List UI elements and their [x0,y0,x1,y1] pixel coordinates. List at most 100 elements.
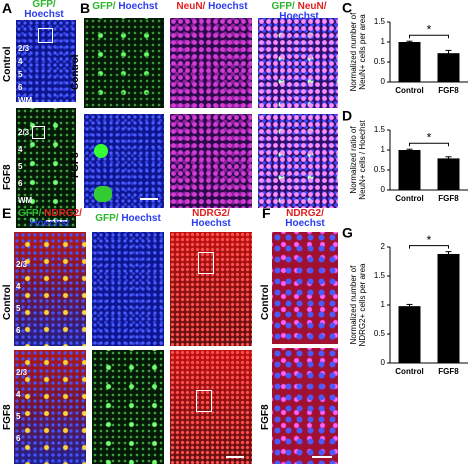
y-tick-label: 1.5 [374,17,386,26]
y-axis-label: NDRG2+ cells per area [358,263,367,346]
significance-mark: * [427,233,432,247]
panel-header: NDRG2/Hoechst [170,209,252,229]
layer-label: 4 [16,390,21,399]
panel-header: NeuN/ Hoechst [171,2,253,12]
panel-header: GFP/ Hoechst [90,214,166,224]
x-tick-label: Control [395,367,423,376]
panel-label: A [2,0,13,16]
micrograph [92,232,164,346]
row-label: Control [2,46,13,82]
stain-name: GFP/ [271,1,295,12]
layer-label: 5 [16,304,21,313]
row-label: FGF8 [260,404,271,430]
panel-label: G [342,225,353,241]
micrograph [258,114,338,208]
micrograph [84,18,164,108]
micrograph [170,18,252,108]
panel-header: GFP/ Hoechst [84,2,166,12]
micrograph [272,348,338,464]
micrograph [84,114,164,208]
y-axis-label: NeuN+ cells per area [358,14,367,90]
significance-mark: * [427,22,432,36]
x-tick-label: Control [395,194,423,203]
bar [398,150,421,190]
micrograph [16,108,76,228]
row-label: FGF8 [2,404,13,430]
bar-chart: D Normalized ratio of NeuN+ cells / Hoechs… [342,108,468,203]
y-axis-label: Normalized number of [349,12,358,91]
micrograph [170,232,252,346]
y-axis-label: NeuN+ cells / Hoechst [358,120,367,200]
y-axis-label: Normalized number of [349,265,358,344]
row-label: FGF8 [2,164,13,190]
stain-name: NeuN/ [176,1,206,12]
bar-chart: G Normalized number of NDRG2+ cells per ar… [342,225,468,376]
x-tick-label: Control [395,86,423,95]
stain-name: GFP/ [18,208,42,219]
row-label: Control [2,284,13,320]
layer-label: 2/3 [18,44,30,53]
bar [398,306,421,363]
stain-name: NDRG2/ [41,208,82,219]
layer-label: 6 [18,179,23,188]
layer-label: 6 [18,83,23,92]
layer-label: 5 [16,412,21,421]
x-tick-label: FGF8 [438,194,459,203]
bar [437,53,460,82]
micrograph [258,18,338,108]
y-tick-label: 0 [381,185,386,194]
micrograph [272,232,338,344]
y-tick-label: 0.5 [374,329,386,338]
row-label: Control [70,54,81,90]
panel-label: F [262,205,271,221]
micrograph [16,20,76,102]
stain-name: NDRG2/ [286,208,324,219]
stain-name: Hoechst [279,11,319,22]
panel-header: GFP/ NDRG2/Hoechst [12,209,88,229]
micrograph [92,350,164,464]
stain-name: Hoechst [118,213,161,224]
stain-name: Hoechst [30,218,70,229]
stain-name: Hoechst [205,1,248,12]
y-axis-label: Normalized ratio of [349,126,358,194]
bar [437,158,460,190]
stain-name: Hoechst [115,1,158,12]
significance-bracket [409,142,449,147]
y-tick-label: 0 [381,358,386,367]
x-tick-label: FGF8 [438,86,459,95]
layer-label: 4 [18,145,23,154]
layer-label: 4 [18,57,23,66]
panel-label: C [342,0,352,16]
layer-label: 5 [18,70,23,79]
x-tick-label: FGF8 [438,367,459,376]
stain-name: GFP/ [92,1,116,12]
stain-name: Hoechst [191,218,231,229]
panel-label: D [342,108,352,124]
stain-name: GFP/ [95,213,119,224]
layer-label: WM [18,196,33,205]
bar [437,253,460,363]
significance-mark: * [427,130,432,144]
y-tick-label: 1 [381,300,386,309]
stain-name: Hoechst [24,9,64,20]
y-tick-label: 0.5 [374,165,386,174]
layer-label: 6 [16,326,21,335]
micrograph [14,232,86,346]
layer-label: WM [18,96,33,105]
y-tick-label: 0.5 [374,57,386,66]
panel-header: GFP/Hoechst [14,0,74,20]
stain-name: NeuN/ [294,1,327,12]
y-tick-label: 1 [381,37,386,46]
layer-label: 2/3 [18,128,30,137]
panel-header: GFP/ NeuN/ Hoechst [258,2,340,22]
y-tick-label: 2 [381,242,386,251]
layer-label: 5 [18,162,23,171]
micrograph [170,350,252,464]
micrograph [170,114,252,208]
panel-label: E [2,205,12,221]
layer-label: 6 [16,434,21,443]
panel-label: B [80,0,91,16]
layer-label: 4 [16,282,21,291]
